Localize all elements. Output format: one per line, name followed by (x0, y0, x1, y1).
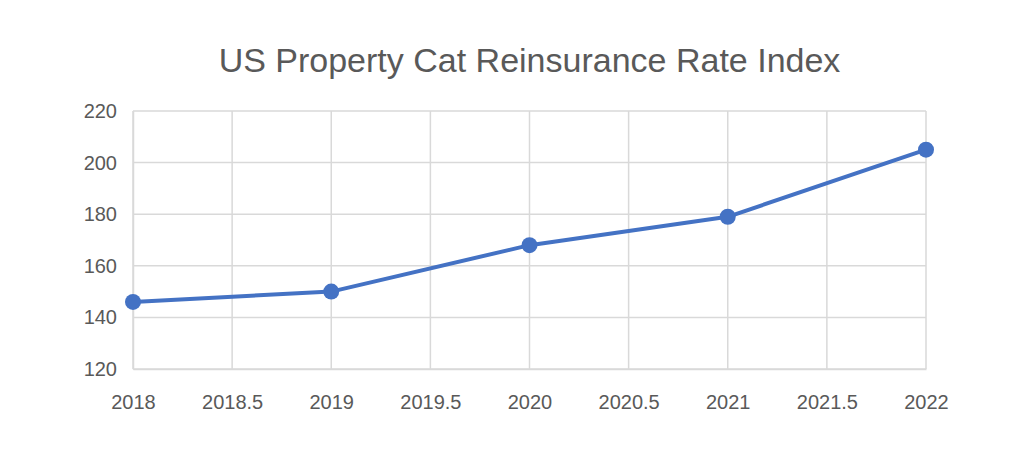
tick-label: 2018.5 (202, 391, 263, 413)
marker (522, 237, 538, 253)
tick-label: 2019.5 (400, 391, 461, 413)
marker (125, 294, 141, 310)
tick-label: 2020 (508, 391, 553, 413)
tick: 2020.5 (599, 369, 660, 413)
tick: 2021 (706, 369, 751, 413)
tick: 140 (84, 306, 133, 328)
tick: 200 (84, 152, 133, 174)
grid-line (331, 111, 333, 369)
grid-line (727, 111, 729, 369)
tick-label: 2019 (310, 391, 355, 413)
tick-label: 2020.5 (599, 391, 660, 413)
tick: 220 (84, 100, 133, 122)
axis-line (134, 369, 927, 371)
marker (918, 142, 934, 158)
grid-line (132, 111, 134, 369)
tick-label: 180 (84, 203, 117, 225)
tick-label: 160 (84, 255, 117, 277)
grid-line (628, 111, 630, 369)
marker (720, 209, 736, 225)
tick-label: 220 (84, 100, 117, 122)
tick: 2021.5 (797, 369, 858, 413)
x-axis: 2018 2018.5 2019 2019.5 2020 2020.5 2021 2021.5… (111, 369, 949, 413)
grid-line (430, 111, 432, 369)
plot: 2018 2018.5 2019 2019.5 2020 2020.5 2021 2021.5… (84, 100, 949, 413)
tick-label: 120 (84, 358, 117, 380)
tick: 2018.5 (202, 369, 263, 413)
tick: 160 (84, 255, 133, 277)
grid-line (826, 111, 828, 369)
title: US Property Cat Reinsurance Rate Index (219, 41, 841, 79)
tick: 2020 (508, 369, 553, 413)
grid (133, 111, 926, 369)
tick-label: 200 (84, 152, 117, 174)
grid-line (231, 111, 233, 369)
tick-label: 2021.5 (797, 391, 858, 413)
tick-label: 2021 (706, 391, 751, 413)
tick-label: 2018 (111, 391, 156, 413)
tick: 120 (84, 358, 133, 380)
tick: 2019 (310, 369, 355, 413)
chart: US Property Cat Reinsurance Rate Index 20… (0, 0, 1024, 471)
axis-line (133, 112, 135, 370)
line (133, 150, 926, 302)
tick-label: 2022 (904, 391, 949, 413)
marker (323, 284, 339, 300)
tick: 2018 (111, 369, 156, 413)
tick: 2022 (904, 369, 949, 413)
series (125, 142, 934, 310)
tick: 180 (84, 203, 133, 225)
tick-label: 140 (84, 306, 117, 328)
y-axis: 120 140 160 180 200 220 (84, 100, 134, 380)
tick: 2019.5 (400, 369, 461, 413)
